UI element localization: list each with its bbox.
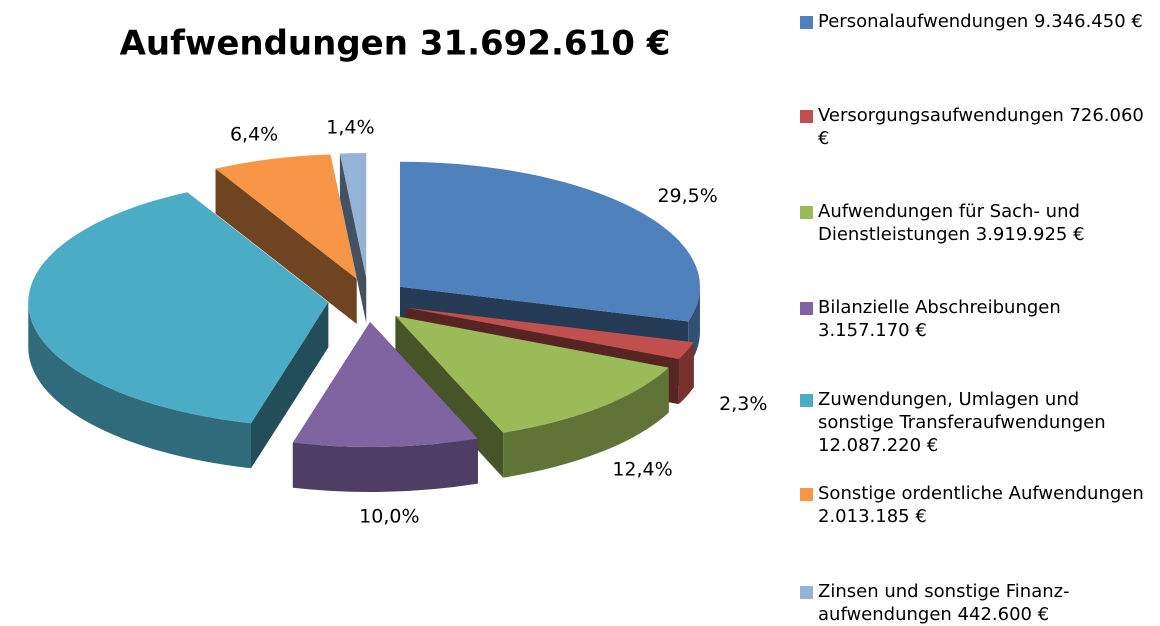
legend-swatch bbox=[800, 16, 813, 29]
slice-edge bbox=[215, 168, 357, 324]
legend-label: Aufwendungen für Sach- und Dienstleistun… bbox=[818, 201, 1085, 245]
data-label: 38,1% bbox=[0, 353, 1, 375]
legend-swatch bbox=[800, 206, 813, 219]
legend-swatch bbox=[800, 302, 813, 315]
pie-area: Aufwendungen 31.692.610 € 29,5% 2,3% 12,4%… bbox=[0, 24, 767, 528]
legend-swatch bbox=[800, 586, 813, 599]
data-label: 10,0% bbox=[359, 505, 419, 527]
data-label: 1,4% bbox=[326, 117, 374, 139]
slice bbox=[215, 154, 357, 279]
slice bbox=[405, 307, 694, 360]
legend-label: Personalaufwendungen 9.346.450 € bbox=[818, 11, 1143, 32]
legend-swatch bbox=[800, 394, 813, 407]
legend-swatch bbox=[800, 488, 813, 501]
slice bbox=[399, 161, 700, 322]
data-label: 29,5% bbox=[657, 185, 717, 207]
data-label: 2,3% bbox=[719, 393, 767, 415]
legend-label: Sonstige ordentliche Aufwendungen 2.013.… bbox=[818, 483, 1144, 527]
legend-label: Bilanzielle Abschreibungen 3.157.170 € bbox=[818, 297, 1061, 341]
legend-label: Zinsen und sonstige Finanz-aufwendungen … bbox=[818, 581, 1070, 625]
chart-title: Aufwendungen 31.692.610 € bbox=[120, 24, 671, 64]
pie-tops bbox=[28, 153, 700, 447]
slice bbox=[339, 153, 367, 279]
data-label: 12,4% bbox=[612, 459, 672, 481]
slice-edge bbox=[339, 153, 367, 324]
slice-wall bbox=[292, 438, 478, 492]
legend-label: Zuwendungen, Umlagen und sonstige Transf… bbox=[818, 389, 1106, 456]
slice bbox=[28, 192, 329, 424]
legend-label: Versorgungsaufwendungen 726.060 € bbox=[818, 105, 1144, 149]
legend-swatch bbox=[800, 110, 813, 123]
slice bbox=[292, 321, 478, 447]
slice bbox=[395, 316, 669, 433]
slice-wall bbox=[503, 367, 669, 478]
slice-wall bbox=[28, 302, 251, 469]
data-label: 6,4% bbox=[230, 124, 278, 146]
slice-wall bbox=[678, 342, 694, 405]
slice-edge bbox=[250, 302, 329, 469]
